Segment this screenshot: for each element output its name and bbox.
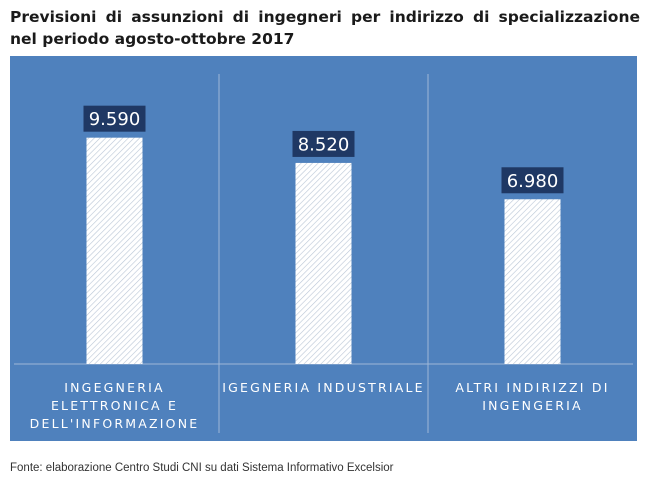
category-label: DELL'INFORMAZIONE: [30, 416, 200, 431]
source-note: Fonte: elaborazione Centro Studi CNI su …: [10, 462, 394, 474]
value-label: 8.520: [298, 134, 350, 155]
chart-title: Previsioni di assunzioni di ingegneri pe…: [10, 8, 640, 48]
value-label-box: [292, 130, 355, 157]
category-label: ALTRI INDIRIZZI DI: [455, 380, 609, 395]
category-label: INGENGERIA: [482, 398, 582, 413]
category-label: INGEGNERIA: [64, 380, 164, 395]
value-label: 6.980: [507, 171, 559, 192]
category-label: IGEGNERIA INDUSTRIALE: [222, 380, 424, 395]
bar-1: [86, 137, 143, 364]
value-label: 9.590: [89, 109, 141, 130]
bar-2: [295, 162, 352, 364]
value-label-box: [501, 167, 564, 194]
bar-3: [504, 199, 561, 364]
value-label-box: [83, 105, 146, 132]
category-label: ELETTRONICA E: [51, 398, 178, 413]
